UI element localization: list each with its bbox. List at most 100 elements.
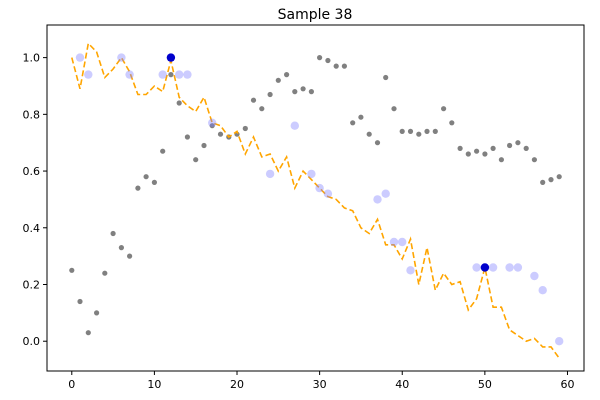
light-blue-data-point: [530, 271, 539, 281]
plot-area: [69, 41, 564, 359]
light-blue-data-point: [505, 263, 514, 272]
grey-data-point: [441, 106, 447, 112]
grey-data-point: [366, 131, 372, 137]
grey-data-point: [350, 120, 356, 126]
grey-data-point: [160, 148, 166, 154]
grey-data-point: [94, 310, 100, 316]
x-tick-label: 50: [478, 378, 492, 391]
grey-data-point: [482, 151, 488, 157]
grey-data-point: [457, 145, 463, 151]
x-tick-label: 60: [560, 378, 574, 391]
grey-data-point: [193, 157, 199, 163]
grey-data-point: [449, 120, 455, 126]
grey-data-point: [465, 151, 471, 157]
grey-data-point: [184, 134, 190, 140]
grey-data-point: [383, 74, 389, 81]
light-blue-data-point: [488, 263, 498, 272]
chart-title: Sample 38: [278, 7, 353, 23]
light-blue-data-point: [84, 70, 93, 79]
light-blue-data-point: [208, 118, 217, 128]
grey-data-point: [292, 89, 298, 95]
grey-data-point: [399, 128, 405, 134]
y-tick-label: 0.2: [23, 279, 41, 292]
grey-data-point: [474, 148, 480, 154]
grey-data-point: [284, 72, 290, 78]
light-blue-data-point: [117, 53, 126, 62]
light-blue-data-point: [513, 263, 523, 272]
grey-data-point: [110, 230, 116, 237]
grey-data-point: [391, 106, 397, 112]
grey-data-point: [259, 106, 265, 112]
grey-data-point: [275, 77, 281, 83]
grey-data-point: [523, 145, 529, 151]
light-blue-data-point: [183, 70, 192, 79]
light-blue-data-point: [472, 263, 481, 272]
grey-data-point: [432, 128, 438, 134]
grey-data-point: [69, 267, 75, 273]
grey-data-point: [358, 114, 364, 120]
grey-data-point: [135, 185, 141, 191]
x-tick-label: 30: [313, 378, 327, 391]
axis-ticks: 0 10 20 30 40 50 60 0.0 0.2 0.4 0.6 0.8 1.0: [23, 52, 575, 391]
series-line: [71, 41, 560, 359]
grey-data-point: [333, 63, 339, 69]
light-blue-data-point: [315, 183, 324, 193]
grey-data-point: [556, 174, 562, 180]
grey-data-point: [416, 131, 422, 137]
grey-data-point: [515, 140, 521, 146]
light-blue-data-point: [398, 237, 407, 247]
blue-data-point: [166, 53, 176, 62]
y-tick-label: 0.6: [23, 165, 41, 178]
grey-data-point: [209, 123, 215, 129]
grey-data-point: [77, 298, 83, 305]
grey-data-point: [424, 128, 430, 134]
grey-data-point: [490, 145, 496, 151]
grey-data-point: [267, 91, 273, 98]
grey-data-point: [143, 174, 149, 180]
grey-data-point: [308, 89, 314, 95]
grey-data-point: [102, 270, 108, 276]
grey-data-point: [407, 128, 414, 134]
y-tick-label: 0.0: [23, 335, 41, 348]
x-tick-label: 40: [395, 378, 409, 391]
grey-data-point: [151, 179, 157, 185]
light-blue-data-point: [555, 337, 564, 346]
x-tick-label: 10: [147, 378, 161, 391]
grey-data-point: [85, 330, 91, 336]
grey-data-point: [317, 55, 323, 61]
light-blue-data-point: [323, 189, 333, 198]
y-tick-label: 0.4: [23, 222, 41, 235]
grey-data-point: [374, 140, 381, 146]
light-blue-data-point: [158, 70, 167, 79]
grey-data-point: [548, 177, 554, 183]
light-blue-data-point: [389, 237, 399, 247]
light-blue-data-point: [265, 169, 275, 179]
x-tick-label: 20: [230, 378, 244, 391]
light-blue-data-point: [125, 70, 134, 79]
grey-data-point: [217, 131, 224, 137]
light-blue-data-point: [381, 189, 390, 198]
grey-data-point: [300, 86, 306, 92]
grey-data-point: [127, 253, 133, 259]
grey-data-point: [507, 142, 513, 149]
blue-data-point: [480, 263, 490, 272]
light-blue-data-point: [538, 286, 547, 295]
grey-data-point: [498, 157, 504, 163]
grey-data-point: [118, 245, 124, 251]
grey-data-point: [531, 157, 538, 163]
y-tick-label: 1.0: [23, 52, 41, 65]
grey-data-point: [250, 97, 257, 103]
grey-data-point: [325, 57, 331, 64]
grey-data-point: [341, 63, 347, 69]
light-blue-data-point: [75, 53, 85, 62]
grey-data-point: [242, 125, 248, 132]
axes-frame: [46, 24, 585, 372]
grey-data-point: [201, 142, 207, 149]
grey-data-point: [168, 72, 174, 78]
y-tick-label: 0.8: [23, 108, 41, 121]
grey-data-point: [176, 100, 182, 106]
light-blue-data-point: [406, 266, 415, 275]
x-tick-label: 0: [68, 378, 75, 391]
grey-data-point: [540, 179, 546, 185]
